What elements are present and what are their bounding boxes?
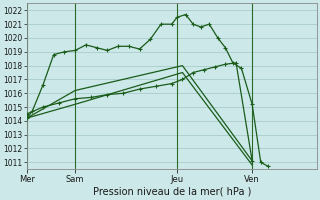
X-axis label: Pression niveau de la mer( hPa ): Pression niveau de la mer( hPa ) xyxy=(92,187,251,197)
